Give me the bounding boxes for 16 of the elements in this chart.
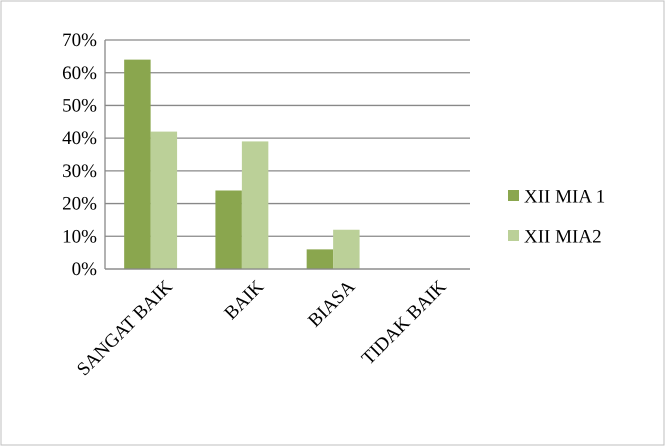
y-tick-label: 30% bbox=[62, 160, 98, 182]
legend-label: XII MIA2 bbox=[524, 226, 602, 248]
legend-label: XII MIA 1 bbox=[524, 186, 606, 208]
y-tick-label: 20% bbox=[62, 194, 98, 215]
y-tick-label: 0% bbox=[72, 259, 98, 280]
bar bbox=[150, 132, 178, 269]
bar bbox=[242, 141, 268, 269]
bar bbox=[333, 230, 360, 269]
y-tick-label: 50% bbox=[62, 96, 98, 117]
bar bbox=[215, 190, 242, 269]
y-tick-label: 70% bbox=[62, 30, 98, 52]
y-tick-label: 40% bbox=[62, 128, 98, 150]
bar bbox=[124, 60, 151, 269]
y-tick-label: 60% bbox=[62, 62, 98, 84]
y-tick-label: 10% bbox=[62, 226, 98, 248]
bar bbox=[306, 249, 334, 269]
